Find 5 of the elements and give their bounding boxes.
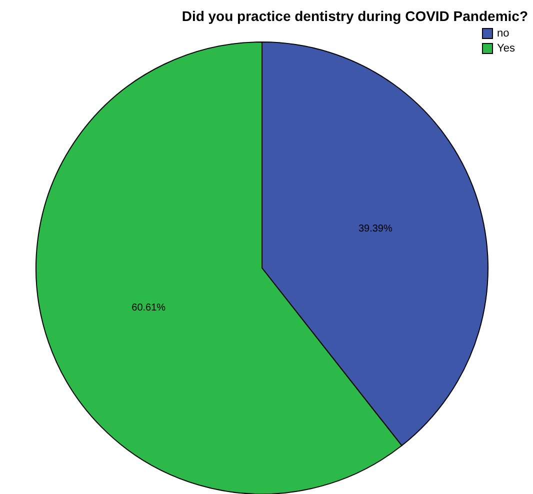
chart-title: Did you practice dentistry during COVID Pandemic? (182, 8, 528, 24)
legend-label: no (497, 28, 510, 40)
data-label: 39.39% (358, 224, 392, 235)
data-label: 60.61% (132, 302, 166, 314)
legend-label: Yes (497, 42, 516, 54)
